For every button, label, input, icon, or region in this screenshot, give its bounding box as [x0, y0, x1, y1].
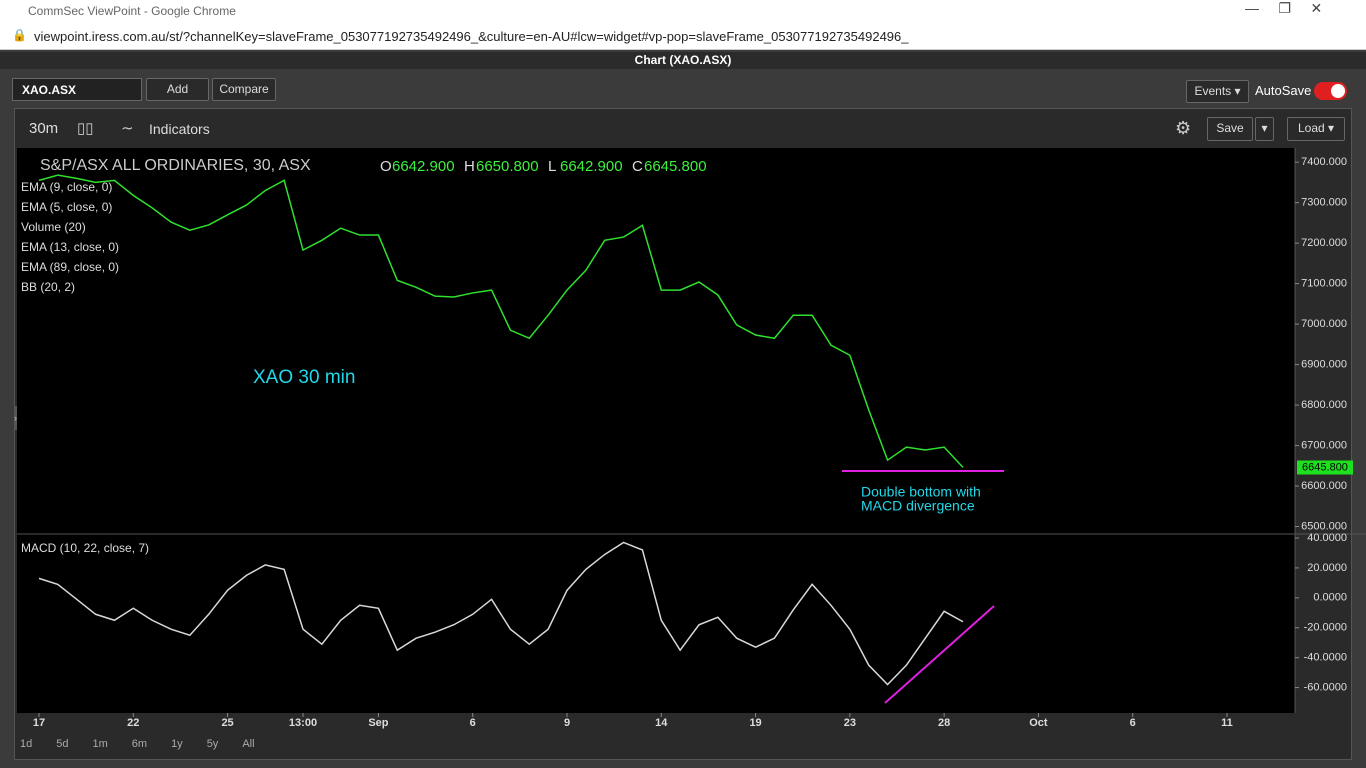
range-button[interactable]: All	[242, 738, 255, 750]
indicators-icon[interactable]: ∼	[121, 120, 134, 137]
indicator-label: EMA (13, close, 0)	[21, 240, 119, 254]
panel-title: Chart (XAO.ASX)	[0, 52, 1366, 69]
last-price-badge	[1297, 460, 1353, 475]
indicator-label: EMA (89, close, 0)	[21, 260, 119, 274]
x-tick-label: 11	[1221, 717, 1233, 729]
ohlc-value: 6645.800	[644, 158, 707, 175]
x-tick-label: Sep	[368, 717, 388, 729]
ohlc-key: H	[464, 158, 475, 175]
window-title: CommSec ViewPoint - Google Chrome	[28, 4, 236, 18]
y-tick-label: 6500.000	[1301, 520, 1347, 532]
ohlc-key: C	[632, 158, 643, 175]
x-tick-label: 13:00	[289, 717, 317, 729]
compare-button[interactable]: Compare	[212, 78, 276, 101]
save-button[interactable]: Save	[1207, 117, 1253, 141]
annotation: Double bottom with	[861, 484, 981, 500]
save-menu[interactable]: ▾	[1255, 117, 1274, 141]
load-button[interactable]: Load	[1297, 121, 1325, 135]
y-tick-label: 6700.000	[1301, 439, 1347, 451]
y-tick-label: 40.0000	[1307, 532, 1347, 544]
indicator-label: EMA (5, close, 0)	[21, 200, 112, 214]
y-tick-label: 7100.000	[1301, 278, 1347, 290]
range-button[interactable]: 1m	[92, 738, 108, 750]
panel-title: MACD (10, 22, close, 7)	[21, 541, 149, 555]
y-tick-label: 20.0000	[1307, 562, 1347, 574]
interval[interactable]: 30m	[29, 120, 59, 137]
legend: S&P/ASX ALL ORDINARIES, 30, ASX O 6642.900…	[21, 157, 707, 294]
candle-icon[interactable]: ▯▯	[77, 120, 94, 137]
x-tick-label: 9	[564, 717, 570, 729]
instrument: S&P/ASX ALL ORDINARIES, 30, ASX	[40, 157, 311, 174]
range-button[interactable]: 5y	[206, 738, 219, 750]
indicators-button[interactable]: Indicators	[149, 121, 210, 137]
x-tick-label: 14	[655, 717, 668, 729]
annotation: MACD divergence	[861, 498, 975, 514]
y-tick-label: -40.0000	[1304, 652, 1347, 664]
range-button[interactable]: 5d	[56, 738, 69, 750]
x-tick-label: 6	[1130, 717, 1136, 729]
settings-icon[interactable]: ⚙	[1175, 118, 1192, 138]
symbol-input[interactable]: XAO.ASX	[12, 78, 142, 101]
y-tick-label: -20.0000	[1304, 622, 1347, 634]
indicator-label: Volume (20)	[21, 220, 86, 234]
y-tick-label: 7200.000	[1301, 237, 1347, 249]
x-tick-label: 23	[844, 717, 856, 729]
x-tick-label: 17	[33, 717, 45, 729]
range-button[interactable]: 1d	[20, 738, 33, 750]
divergence-line	[884, 605, 995, 704]
range-button[interactable]: 6m	[131, 738, 148, 750]
range-bar: 1d 5d 1m 6m 1y 5y All	[20, 734, 279, 752]
x-tick-label: Oct	[1029, 717, 1048, 729]
y-tick-label: 0.0000	[1313, 592, 1347, 604]
indicator-label: BB (20, 2)	[21, 280, 75, 294]
series-line	[38, 174, 964, 468]
annotation: XAO 30 min	[253, 367, 355, 388]
series-line	[38, 541, 964, 686]
indicator-label: EMA (9, close, 0)	[21, 180, 112, 194]
url-bar: 🔒 viewpoint.iress.com.au/st/?channelKey=…	[0, 22, 1366, 50]
y-tick-label: 6900.000	[1301, 358, 1347, 370]
window-controls[interactable]: — ❐ ✕	[1245, 0, 1323, 16]
url[interactable]: viewpoint.iress.com.au/st/?channelKey=sl…	[34, 29, 909, 44]
last-price-label: 6645.800	[1302, 461, 1348, 473]
plot-background	[17, 148, 1295, 713]
y-tick-label: 6600.000	[1301, 480, 1347, 492]
autosave-label: AutoSave	[1255, 83, 1312, 98]
x-tick-label: 19	[749, 717, 761, 729]
events-button[interactable]: Events	[1194, 84, 1232, 98]
ohlc-value: 6642.900	[392, 158, 455, 175]
x-tick-label: 25	[221, 717, 233, 729]
y-tick-label: 6800.000	[1301, 399, 1347, 411]
ohlc-value: 6650.800	[476, 158, 539, 175]
ohlc-key: O	[380, 158, 392, 175]
add-button[interactable]: Add	[146, 78, 209, 101]
range-button[interactable]: 1y	[171, 738, 183, 750]
title-bar: CommSec ViewPoint - Google Chrome — ❐ ✕	[0, 0, 1366, 22]
x-tick-label: 6	[470, 717, 476, 729]
autosave-toggle[interactable]	[1314, 82, 1347, 100]
lock-icon: 🔒	[12, 28, 27, 42]
y-tick-label: -60.0000	[1304, 681, 1347, 693]
x-tick-label: 28	[938, 717, 950, 729]
ohlc-key: L	[548, 158, 556, 175]
y-tick-label: 7400.000	[1301, 156, 1347, 168]
x-tick-label: 22	[127, 717, 139, 729]
y-tick-label: 7300.000	[1301, 197, 1347, 209]
ohlc-value: 6642.900	[560, 158, 623, 175]
y-tick-label: 7000.000	[1301, 318, 1347, 330]
